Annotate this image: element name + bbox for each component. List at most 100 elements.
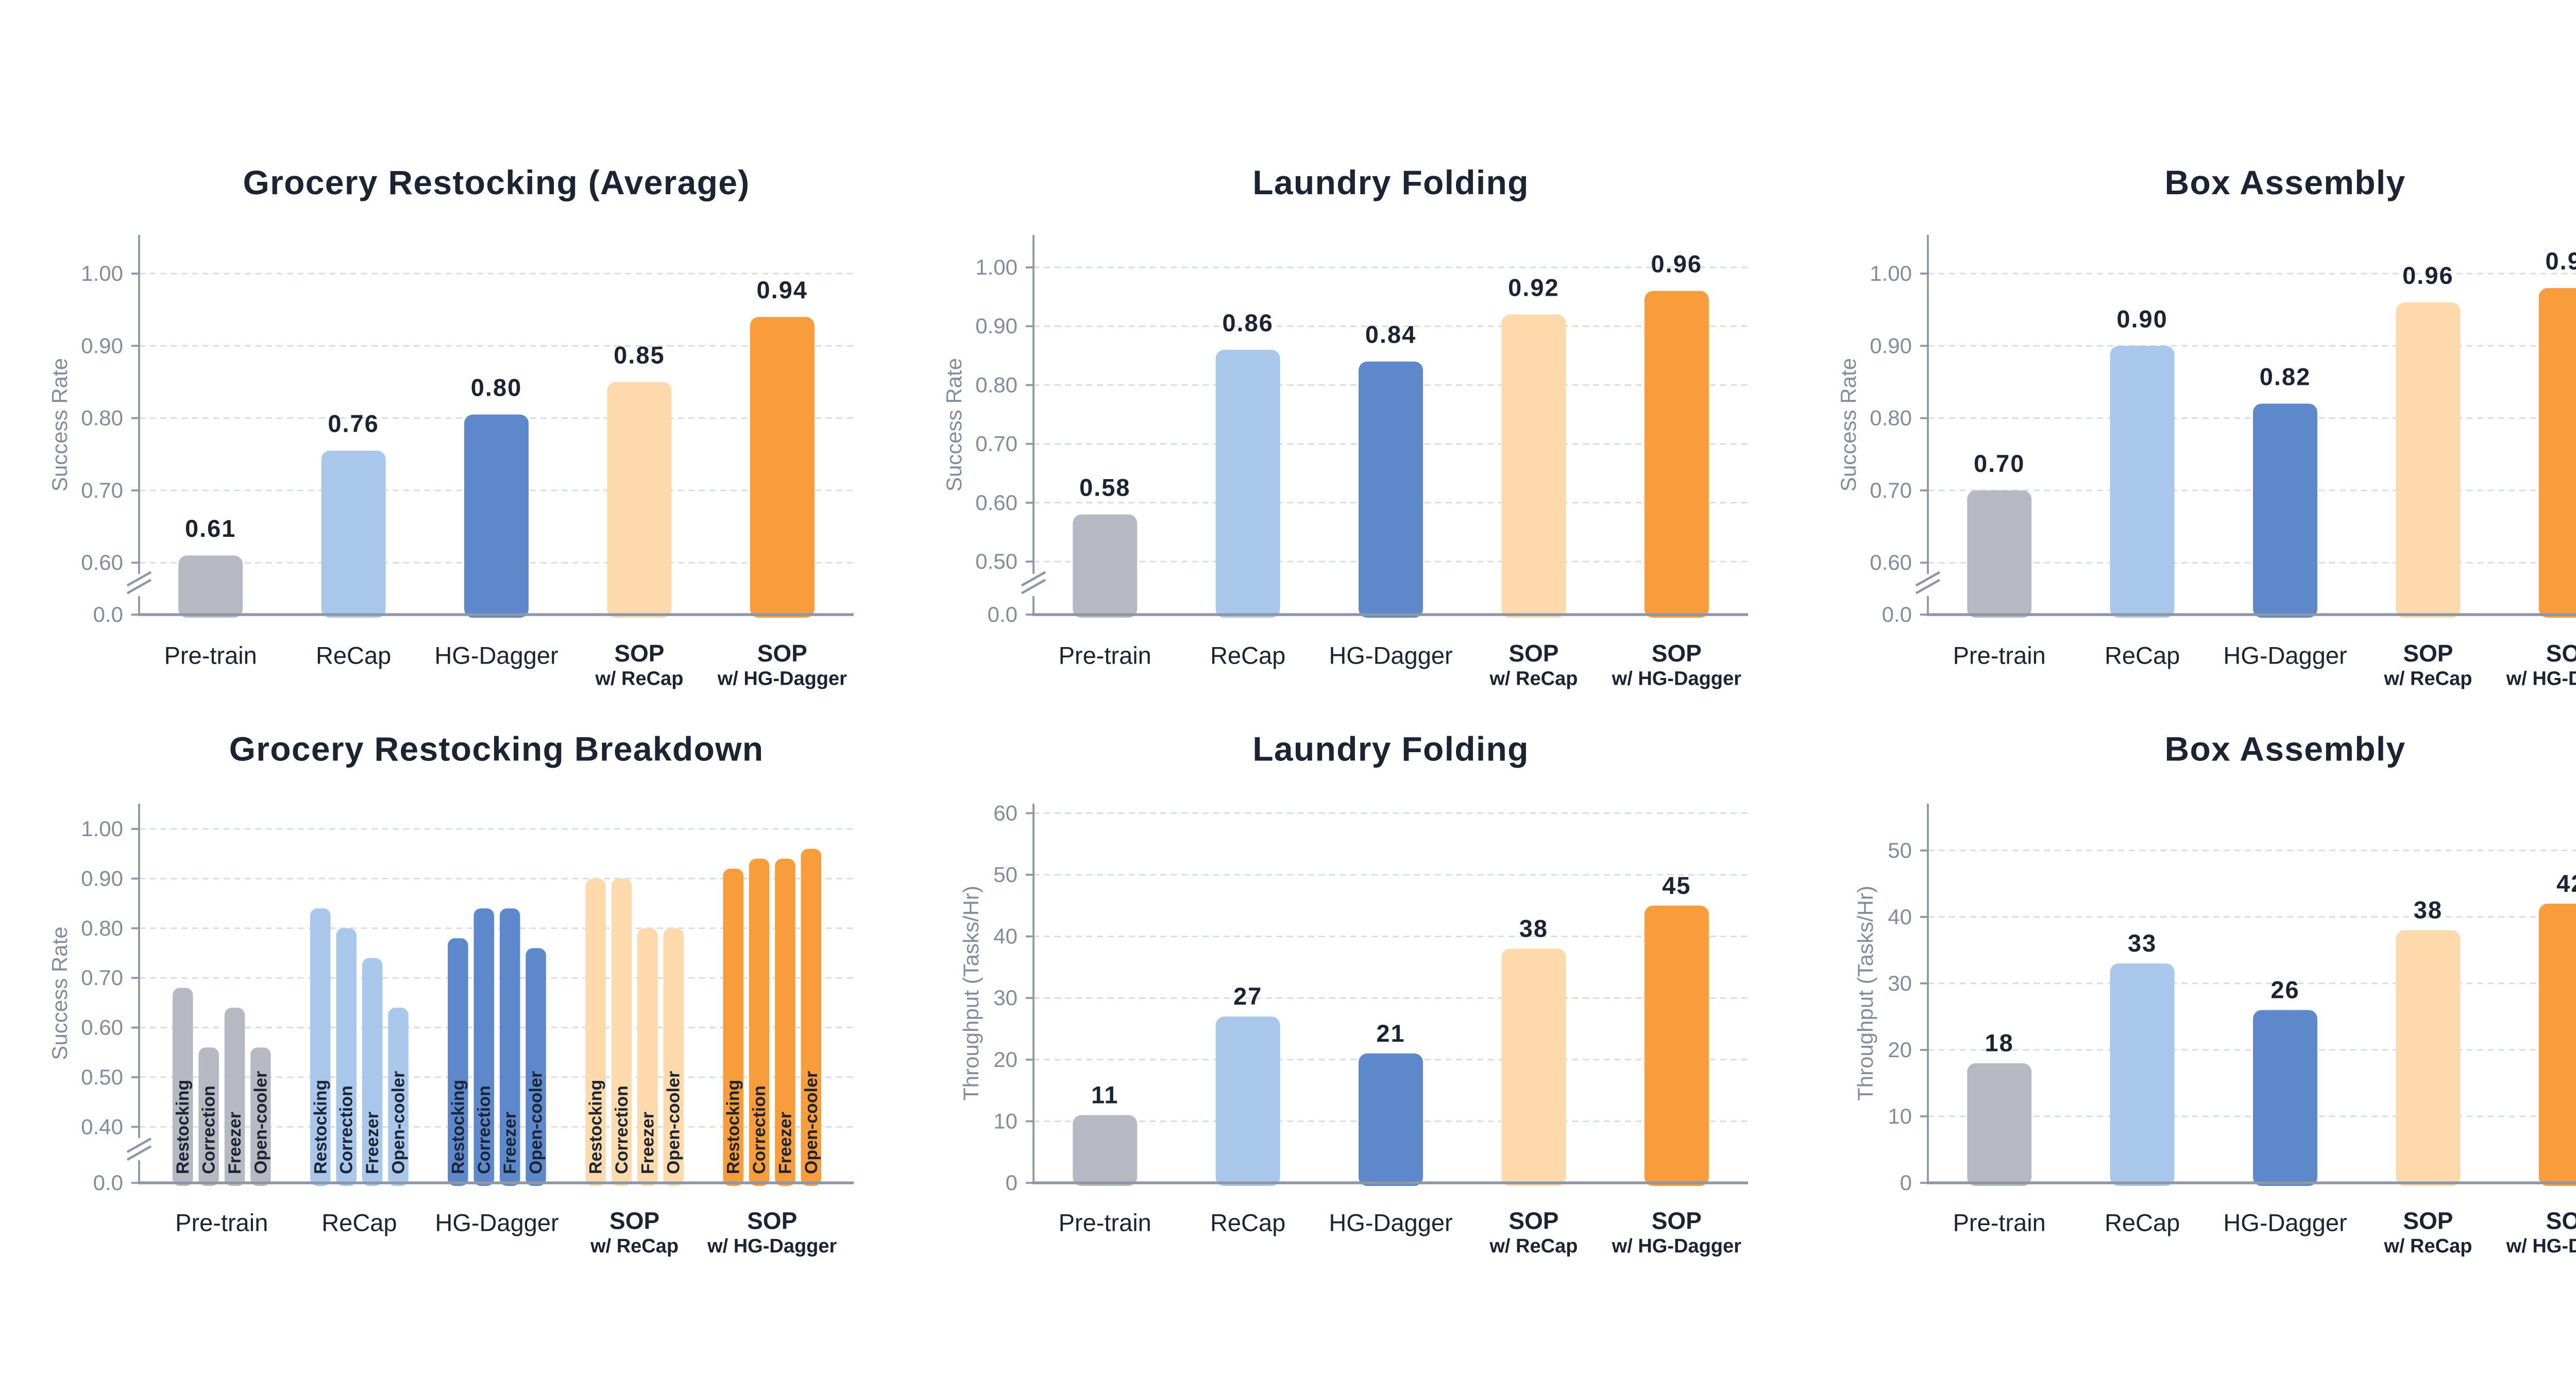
svg-text:SOP: SOP (1509, 1208, 1558, 1234)
svg-text:0: 0 (1006, 1171, 1018, 1195)
svg-text:10: 10 (993, 1109, 1018, 1133)
svg-text:w/ HG-Dagger: w/ HG-Dagger (2506, 668, 2576, 690)
svg-text:ReCap: ReCap (2105, 642, 2180, 669)
svg-text:0: 0 (1900, 1171, 1912, 1195)
svg-text:Correction: Correction (337, 1085, 357, 1174)
svg-text:1.00: 1.00 (975, 255, 1018, 279)
svg-text:26: 26 (2270, 976, 2299, 1004)
svg-text:Restocking: Restocking (448, 1080, 468, 1174)
svg-text:Throughput (Tasks/Hr): Throughput (Tasks/Hr) (1853, 886, 1877, 1101)
svg-text:ReCap: ReCap (321, 1209, 397, 1236)
svg-text:Laundry Folding: Laundry Folding (1252, 730, 1529, 768)
svg-text:Correction: Correction (474, 1085, 494, 1174)
svg-text:38: 38 (1519, 915, 1548, 942)
svg-text:0.70: 0.70 (81, 478, 123, 502)
svg-text:0.80: 0.80 (81, 406, 123, 430)
svg-text:Box Assembly: Box Assembly (2165, 163, 2406, 201)
svg-text:Correction: Correction (750, 1085, 769, 1174)
svg-text:ReCap: ReCap (2105, 1209, 2180, 1236)
svg-text:Pre-train: Pre-train (1059, 642, 1151, 669)
svg-text:0.50: 0.50 (81, 1065, 123, 1089)
svg-text:0.96: 0.96 (1651, 250, 1702, 278)
svg-text:0.90: 0.90 (975, 314, 1018, 338)
svg-text:w/ ReCap: w/ ReCap (595, 668, 683, 690)
svg-text:Grocery Restocking Breakdown: Grocery Restocking Breakdown (229, 730, 764, 768)
svg-text:HG-Dagger: HG-Dagger (435, 1209, 558, 1236)
svg-text:0.40: 0.40 (81, 1114, 123, 1139)
svg-text:0.90: 0.90 (2116, 305, 2167, 332)
svg-text:33: 33 (2128, 929, 2157, 957)
svg-text:SOP: SOP (2546, 640, 2576, 667)
svg-text:50: 50 (993, 862, 1018, 887)
svg-text:0.0: 0.0 (93, 1171, 123, 1195)
svg-text:Success Rate: Success Rate (47, 926, 72, 1060)
svg-text:w/ HG-Dagger: w/ HG-Dagger (1612, 1235, 1741, 1257)
svg-text:40: 40 (993, 924, 1018, 948)
svg-text:42: 42 (2556, 870, 2576, 897)
svg-text:SOP: SOP (1652, 1208, 1702, 1234)
svg-text:w/ ReCap: w/ ReCap (590, 1235, 679, 1257)
svg-text:0.90: 0.90 (81, 333, 123, 358)
svg-text:Pre-train: Pre-train (1953, 1209, 2046, 1236)
svg-text:Freezer: Freezer (775, 1112, 795, 1174)
svg-text:0.94: 0.94 (757, 276, 808, 303)
svg-text:45: 45 (1662, 872, 1691, 899)
svg-text:0.86: 0.86 (1222, 309, 1273, 336)
svg-text:w/ HG-Dagger: w/ HG-Dagger (1612, 668, 1741, 690)
svg-text:0.60: 0.60 (81, 550, 123, 574)
svg-text:SOP: SOP (747, 1208, 797, 1234)
svg-text:0.76: 0.76 (328, 410, 379, 437)
svg-text:HG-Dagger: HG-Dagger (1329, 642, 1452, 669)
svg-text:0.84: 0.84 (1365, 321, 1416, 348)
svg-text:w/ ReCap: w/ ReCap (1489, 668, 1578, 690)
svg-text:0.98: 0.98 (2546, 247, 2576, 275)
svg-text:60: 60 (993, 801, 1018, 825)
svg-text:ReCap: ReCap (1210, 642, 1285, 669)
svg-text:Freezer: Freezer (225, 1112, 245, 1174)
svg-text:0.0: 0.0 (93, 602, 123, 626)
svg-text:20: 20 (1888, 1038, 1912, 1062)
svg-text:SOP: SOP (2403, 1208, 2453, 1234)
svg-text:SOP: SOP (2403, 640, 2453, 667)
svg-text:30: 30 (1888, 971, 1912, 995)
svg-text:SOP: SOP (2546, 1208, 2576, 1234)
svg-text:Box Assembly: Box Assembly (2165, 730, 2406, 768)
svg-text:Freezer: Freezer (363, 1112, 382, 1174)
svg-text:0.80: 0.80 (81, 916, 123, 940)
svg-text:Restocking: Restocking (586, 1080, 606, 1174)
svg-text:0.90: 0.90 (81, 866, 123, 890)
svg-text:0.70: 0.70 (975, 432, 1018, 456)
svg-text:Restocking: Restocking (311, 1080, 330, 1174)
svg-text:Pre-train: Pre-train (1059, 1209, 1151, 1236)
svg-text:SOP: SOP (614, 640, 664, 667)
svg-text:0.85: 0.85 (614, 342, 665, 369)
svg-text:21: 21 (1376, 1020, 1405, 1047)
svg-text:Restocking: Restocking (173, 1080, 193, 1174)
svg-text:SOP: SOP (757, 640, 807, 667)
svg-text:Pre-train: Pre-train (164, 642, 257, 669)
svg-text:1.00: 1.00 (1870, 261, 1912, 285)
svg-text:Throughput (Tasks/Hr): Throughput (Tasks/Hr) (959, 886, 983, 1101)
svg-text:0.60: 0.60 (81, 1015, 123, 1040)
svg-text:Grocery Restocking (Average): Grocery Restocking (Average) (243, 163, 750, 201)
svg-text:Success Rate: Success Rate (1836, 358, 1860, 491)
svg-text:Freezer: Freezer (500, 1112, 520, 1174)
svg-text:ReCap: ReCap (316, 642, 391, 669)
svg-text:Success Rate: Success Rate (942, 358, 966, 491)
svg-text:38: 38 (2414, 896, 2443, 924)
svg-text:0.0: 0.0 (1882, 602, 1912, 626)
svg-text:SOP: SOP (1652, 640, 1702, 667)
svg-text:w/ ReCap: w/ ReCap (1489, 1235, 1578, 1257)
svg-text:Pre-train: Pre-train (1953, 642, 2046, 669)
svg-text:40: 40 (1888, 905, 1912, 929)
svg-text:Open-cooler: Open-cooler (802, 1071, 821, 1174)
svg-text:1.00: 1.00 (81, 261, 123, 285)
svg-text:Open-cooler: Open-cooler (527, 1071, 546, 1174)
svg-text:w/ HG-Dagger: w/ HG-Dagger (717, 668, 847, 690)
svg-text:w/ ReCap: w/ ReCap (2383, 1235, 2472, 1257)
svg-text:0.0: 0.0 (988, 602, 1018, 626)
svg-text:ReCap: ReCap (1210, 1209, 1285, 1236)
svg-text:Laundry Folding: Laundry Folding (1252, 163, 1529, 201)
svg-text:Restocking: Restocking (724, 1080, 743, 1174)
svg-text:30: 30 (993, 986, 1018, 1010)
